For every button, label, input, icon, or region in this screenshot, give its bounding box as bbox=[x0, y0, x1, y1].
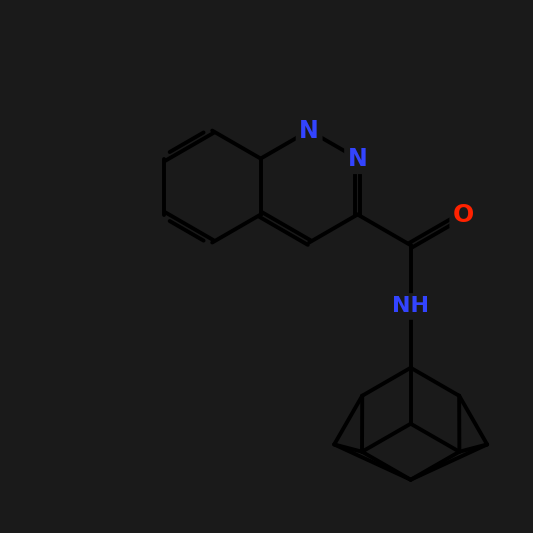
Text: N: N bbox=[348, 147, 367, 171]
Text: NH: NH bbox=[392, 296, 429, 317]
Text: O: O bbox=[453, 203, 474, 227]
Text: N: N bbox=[299, 118, 319, 143]
